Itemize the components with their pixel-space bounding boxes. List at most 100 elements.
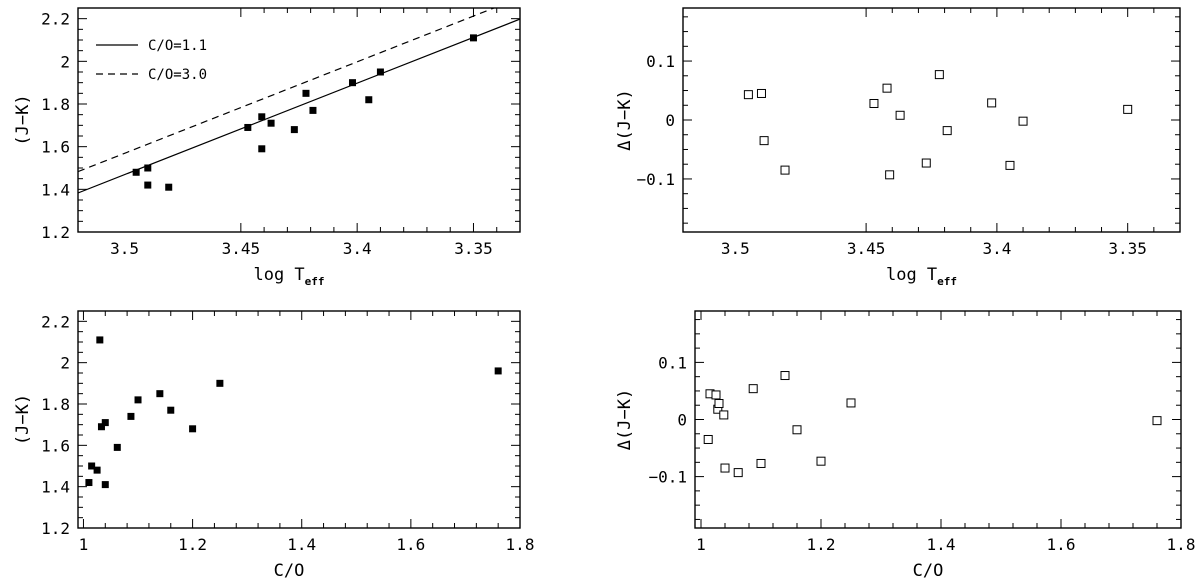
data-point — [987, 98, 997, 108]
x-axis-label: log Teff — [253, 265, 324, 288]
data-point — [365, 96, 373, 104]
legend: C/O=1.1 C/O=3.0 — [96, 38, 207, 83]
y-tick-label: 2 — [60, 52, 70, 71]
data-point — [244, 123, 252, 131]
y-tick-label: 1.8 — [41, 95, 70, 114]
y-axis-label: Δ(J−K) — [615, 89, 635, 150]
y-tick-label: 0 — [677, 411, 687, 430]
y-tick-label: 1.4 — [41, 478, 70, 497]
data-point — [733, 468, 743, 478]
y-tick-label: 2.2 — [41, 312, 70, 331]
x-axis-label: log Teff — [886, 265, 957, 288]
y-tick-label: 2.2 — [41, 10, 70, 29]
y-axis-label: (J−K) — [13, 394, 33, 445]
x-tick-label: 3.45 — [847, 239, 886, 258]
x-tick-label: 1.4 — [287, 535, 316, 554]
data-point — [1123, 104, 1133, 114]
y-tick-label: 2 — [60, 354, 70, 373]
data-point — [743, 90, 753, 100]
data-point — [711, 390, 721, 400]
plot-p3: 1 1.2 1.4 1.6 1.8 1.2 1.4 1.6 1.8 2 2.2 C/O (J−K) — [13, 310, 534, 581]
data-point — [189, 425, 197, 433]
data-point — [921, 158, 931, 168]
data-point — [719, 410, 729, 420]
data-point — [885, 170, 895, 180]
y-tick-label: 1.8 — [41, 395, 70, 414]
data-point — [85, 479, 93, 487]
data-point — [720, 463, 730, 473]
x-tick-label: 1.2 — [178, 535, 207, 554]
data-point — [134, 396, 142, 404]
data-point — [88, 462, 96, 470]
model-line-solid — [78, 18, 520, 194]
data-point — [167, 406, 175, 414]
x-tick-label: 3.4 — [343, 239, 372, 258]
y-tick-label: 1.2 — [41, 519, 70, 538]
plot-p1: 3.5 3.45 3.4 3.35 1.2 1.4 1.6 1.8 2 2.2 log Teff (J… — [13, 7, 521, 288]
data-point — [144, 164, 152, 172]
data-point — [302, 89, 310, 97]
x-tick-label: 1 — [79, 535, 89, 554]
data-point — [895, 110, 905, 120]
plot-frame — [682, 7, 1181, 233]
y-tick-label: 1.4 — [41, 180, 70, 199]
data-point — [1018, 116, 1028, 126]
data-point — [780, 371, 790, 381]
data-point — [816, 456, 826, 466]
plot-p2: 3.5 3.45 3.4 3.35 −0.1 0 0.1 log Teff Δ(J−K) — [615, 7, 1181, 288]
x-tick-label: 3.35 — [454, 239, 493, 258]
y-tick-label: 0 — [665, 111, 675, 130]
data-point — [882, 83, 892, 93]
data-point — [748, 384, 758, 394]
y-tick-label: −0.1 — [636, 170, 675, 189]
data-point — [469, 34, 477, 42]
data-point — [258, 113, 266, 121]
data-point — [349, 79, 357, 87]
x-tick-label: 1 — [696, 535, 706, 554]
plot-p4: 1 1.2 1.4 1.6 1.8 −0.1 0 0.1 C/O Δ(J−K) — [615, 310, 1196, 581]
x-axis-label: C/O — [274, 561, 305, 581]
plot-frame — [694, 310, 1182, 529]
y-axis-label: Δ(J−K) — [615, 389, 635, 450]
data-point — [703, 434, 713, 444]
data-point — [780, 165, 790, 175]
x-tick-label: 1.6 — [396, 535, 425, 554]
y-tick-label: 1.2 — [41, 223, 70, 242]
x-tick-label: 1.6 — [1047, 535, 1076, 554]
data-point — [132, 168, 140, 176]
data-point — [942, 126, 952, 136]
x-tick-label: 1.2 — [807, 535, 836, 554]
data-point — [756, 88, 766, 98]
data-point — [156, 390, 164, 398]
data-point — [1005, 160, 1015, 170]
data-point — [127, 412, 135, 420]
data-point — [792, 425, 802, 435]
x-tick-label: 3.45 — [222, 239, 261, 258]
data-point — [101, 419, 109, 427]
data-point — [1152, 416, 1162, 426]
data-point — [290, 126, 298, 134]
data-point — [309, 106, 317, 114]
plot-frame — [77, 7, 521, 233]
model-line-dashed — [78, 8, 496, 173]
data-point — [96, 336, 104, 344]
x-tick-label: 1.8 — [1167, 535, 1196, 554]
x-axis-label: C/O — [913, 561, 944, 581]
data-point — [869, 98, 879, 108]
y-tick-label: 1.6 — [41, 436, 70, 455]
x-tick-label: 3.4 — [982, 239, 1011, 258]
x-tick-label: 3.5 — [721, 239, 750, 258]
data-point — [267, 119, 275, 127]
y-tick-label: −0.1 — [648, 468, 687, 487]
data-point — [714, 399, 724, 409]
data-point — [846, 398, 856, 408]
plot-frame — [77, 310, 521, 529]
data-point — [258, 145, 266, 153]
data-point — [113, 443, 121, 451]
data-point — [97, 423, 105, 431]
data-point — [376, 68, 384, 76]
y-tick-label: 1.6 — [41, 138, 70, 157]
data-point — [934, 70, 944, 80]
x-tick-label: 3.35 — [1108, 239, 1147, 258]
